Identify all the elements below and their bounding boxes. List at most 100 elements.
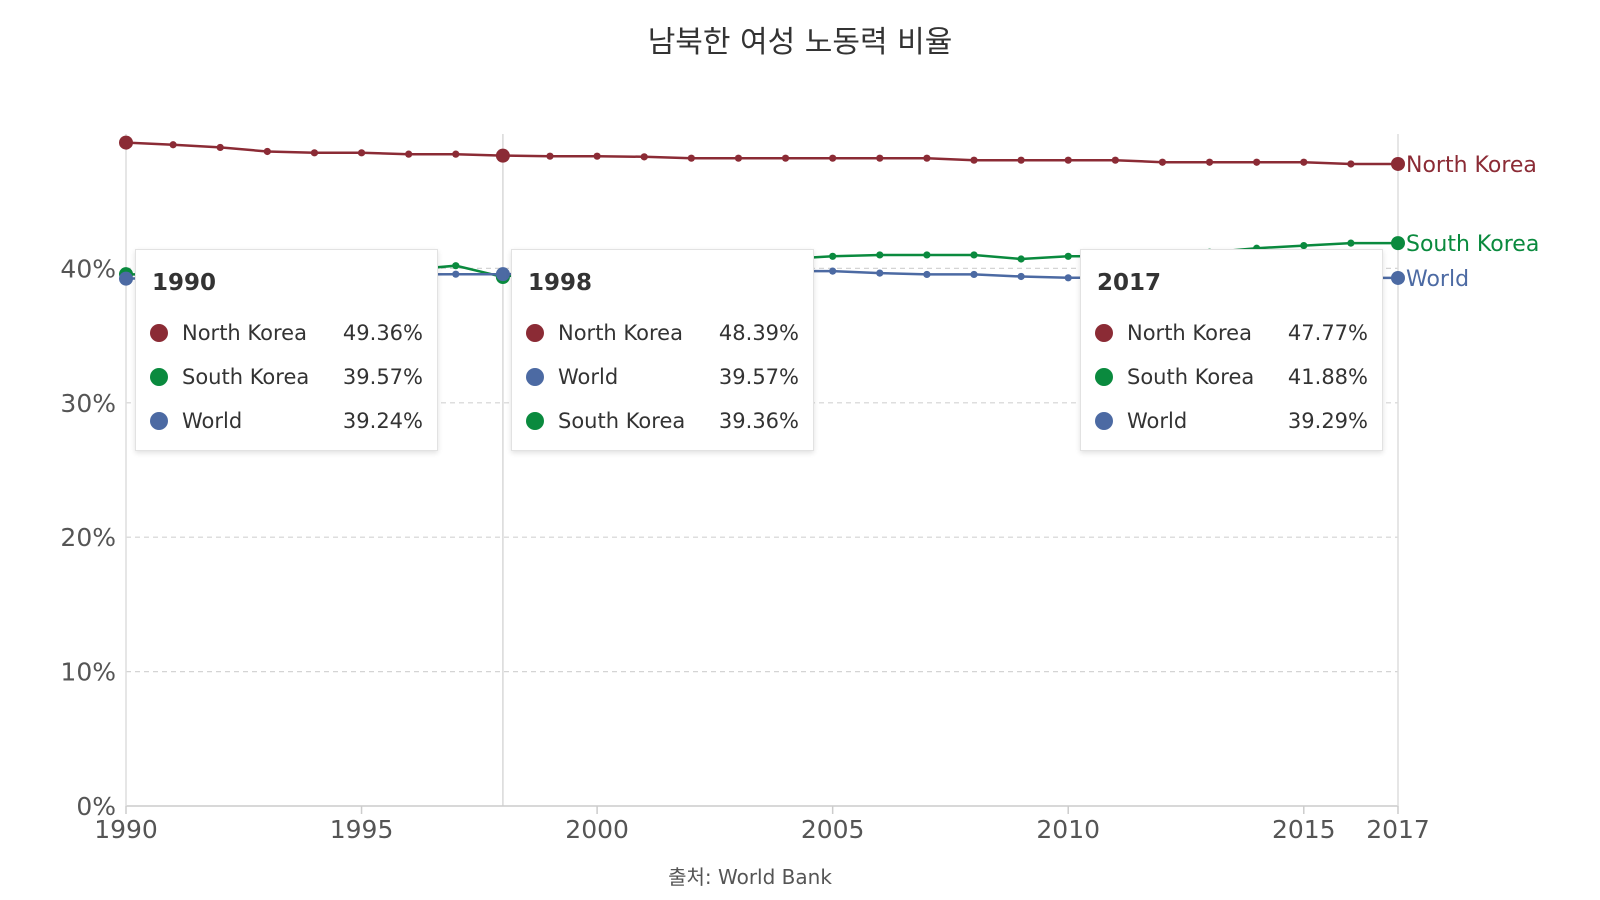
data-point <box>1300 241 1308 250</box>
tooltip-value: 47.77% <box>1287 321 1368 345</box>
data-point <box>876 251 884 259</box>
tooltip-year: 1998 <box>528 270 593 296</box>
tooltip-value: 41.88% <box>1287 365 1368 389</box>
data-point <box>452 270 460 278</box>
x-tick-label: 2010 <box>1036 815 1100 844</box>
tooltip-row: South Korea 41.88% <box>1095 363 1368 393</box>
data-point <box>923 251 931 259</box>
tooltip-value: 39.57% <box>342 365 423 389</box>
tooltip-row: North Korea 48.39% <box>526 319 799 349</box>
data-point <box>1017 255 1025 263</box>
data-point <box>923 154 931 162</box>
data-point <box>687 154 695 162</box>
data-point <box>876 154 884 162</box>
tooltip-series-name: North Korea <box>558 321 683 345</box>
data-point <box>495 267 510 282</box>
tooltip-series-name: North Korea <box>182 321 307 345</box>
x-tick-label: 1995 <box>330 815 394 844</box>
data-point <box>1391 156 1405 171</box>
data-point <box>1347 239 1355 247</box>
data-point <box>1064 274 1072 282</box>
tooltip-row: North Korea 47.77% <box>1095 319 1368 349</box>
x-tick-label: 2017 <box>1366 815 1430 844</box>
tooltip-year: 1990 <box>152 270 217 296</box>
data-point <box>169 141 177 149</box>
data-point <box>970 270 978 279</box>
tooltip-row: World 39.57% <box>526 363 799 393</box>
data-point <box>1347 160 1355 168</box>
data-point <box>970 251 978 259</box>
data-point <box>1300 158 1308 166</box>
data-point <box>781 154 790 162</box>
data-point <box>357 149 366 157</box>
y-tick-label: 20% <box>60 523 116 552</box>
tooltip-series-name: World <box>182 409 243 433</box>
tooltip-value: 39.36% <box>718 409 799 433</box>
series-color-dot <box>526 412 544 430</box>
series-end-label: World <box>1406 267 1469 292</box>
tooltip-row: North Korea 49.36% <box>150 319 423 349</box>
data-point <box>1064 156 1072 164</box>
data-point <box>1017 156 1025 164</box>
tooltip-year: 2017 <box>1097 270 1162 296</box>
series-color-dot <box>526 368 544 386</box>
tooltip-value: 48.39% <box>718 321 799 345</box>
data-point <box>216 143 224 152</box>
data-point <box>829 154 837 162</box>
tooltip-1998: 1998 North Korea 48.39% World 39.57% Sou… <box>511 249 814 451</box>
tooltip-row: South Korea 39.36% <box>526 407 799 437</box>
series-color-dot <box>1095 412 1113 430</box>
data-point <box>1253 158 1261 166</box>
source-note: 출처: World Bank <box>668 865 832 889</box>
data-point <box>829 252 837 260</box>
tooltip-1990: 1990 North Korea 49.36% South Korea 39.5… <box>135 249 438 451</box>
data-point <box>119 271 133 286</box>
data-point <box>452 262 460 270</box>
tooltip-row: South Korea 39.57% <box>150 363 423 393</box>
y-tick-label: 10% <box>60 658 116 687</box>
series-end-label: South Korea <box>1406 232 1539 257</box>
data-point <box>405 150 413 158</box>
data-point <box>119 135 133 150</box>
data-point <box>1111 156 1119 164</box>
x-tick-label: 2000 <box>565 815 629 844</box>
data-point <box>1205 158 1214 166</box>
data-point <box>734 154 743 162</box>
chart-title: 남북한 여성 노동력 비율 <box>648 25 953 60</box>
data-point <box>640 153 648 161</box>
y-tick-label: 40% <box>60 254 116 283</box>
data-point <box>546 152 554 160</box>
series-color-dot <box>526 324 544 342</box>
data-point <box>452 150 460 158</box>
axes: 0% 10% 20% 30% 40% 1990 1995 2000 2005 2010 2015 20… <box>60 134 1430 844</box>
data-point <box>876 269 884 277</box>
data-point <box>593 152 601 160</box>
tooltip-value: 39.29% <box>1287 409 1368 433</box>
data-point <box>1391 236 1405 251</box>
tooltip-series-name: World <box>558 365 619 389</box>
series-color-dot <box>1095 368 1113 386</box>
tooltip-row: World 39.24% <box>150 407 423 437</box>
grid <box>126 134 1398 806</box>
series-color-dot <box>1095 324 1113 342</box>
data-point <box>829 267 837 275</box>
tooltip-series-name: South Korea <box>1127 365 1255 389</box>
tooltip-row: World 39.29% <box>1095 407 1368 437</box>
y-tick-label: 30% <box>60 389 116 418</box>
x-tick-label: 2005 <box>801 815 865 844</box>
data-point <box>1391 270 1405 285</box>
x-tick-label: 1990 <box>94 815 158 844</box>
x-tick-label: 2015 <box>1272 815 1336 844</box>
series-line <box>125 141 1398 166</box>
tooltip-value: 39.24% <box>342 409 423 433</box>
data-point <box>1017 272 1025 281</box>
tooltip-series-name: North Korea <box>1127 321 1252 345</box>
series-color-dot <box>150 368 168 386</box>
data-point <box>1064 252 1072 260</box>
y-tick-label: 0% <box>76 792 116 821</box>
tooltip-2017: 2017 North Korea 47.77% South Korea 41.8… <box>1080 249 1383 451</box>
series-color-dot <box>150 324 168 342</box>
data-point <box>495 148 510 163</box>
tooltip-value: 49.36% <box>342 321 423 345</box>
tooltip-series-name: World <box>1127 409 1188 433</box>
